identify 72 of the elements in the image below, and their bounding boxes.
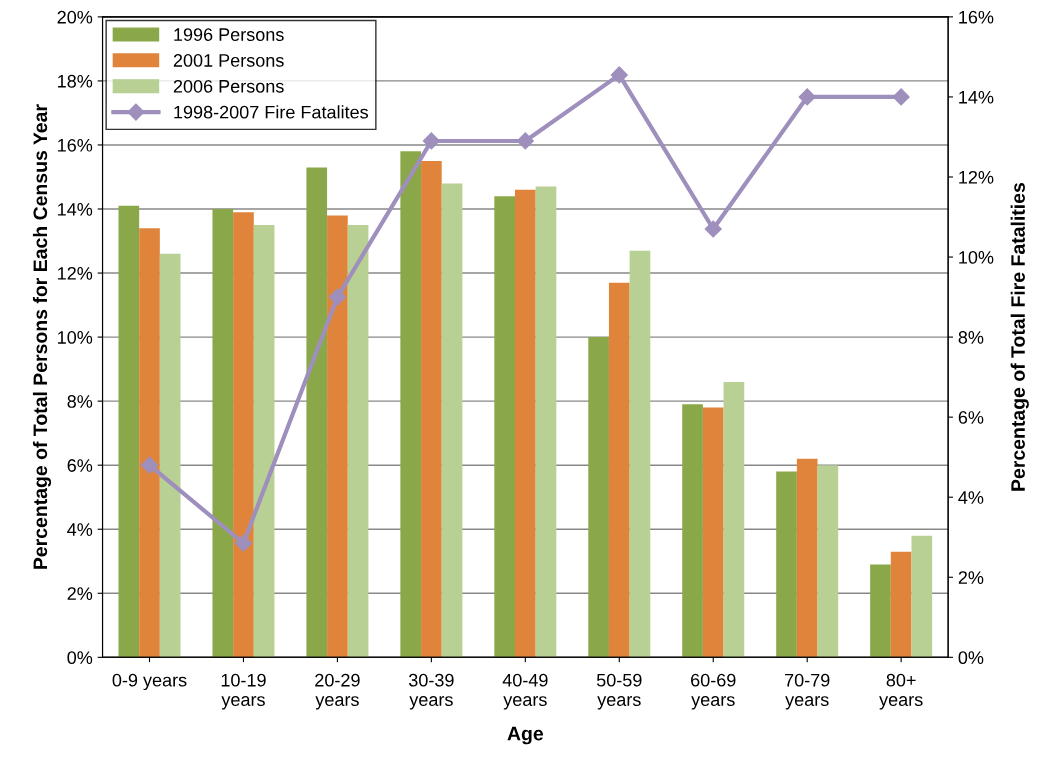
point (610, 66, 628, 84)
bar (796, 458, 818, 658)
y-tick-label: 12% (58, 266, 93, 280)
legend-label: 1998-2007 Fire Fatalites (174, 105, 368, 119)
bar (327, 215, 348, 658)
legend-label: 2001 Persons (173, 54, 284, 67)
bar (588, 337, 609, 658)
legend-label: 2006 Persons (173, 79, 284, 93)
bar (212, 209, 234, 658)
bar (347, 225, 369, 658)
y-tick-label: 20% (57, 10, 93, 24)
legend-label: 1996 Persons (174, 28, 284, 41)
x-tick-label: 0-9 years (112, 673, 187, 691)
bar (400, 151, 422, 658)
x-tick-label: 40-49 years (502, 673, 548, 710)
point (422, 132, 440, 150)
bar (118, 205, 140, 658)
x-tick-label: 30-39 years (408, 673, 454, 710)
y-tick-label: 10% (58, 331, 93, 344)
x-tick-label: 70-79 years (785, 673, 830, 710)
point (798, 88, 816, 106)
bar (494, 196, 515, 658)
y-tick-label: 0% (67, 651, 93, 665)
y-tick-label: 4% (67, 523, 93, 536)
x-tick-label: 80+ years (879, 673, 923, 710)
bar (776, 471, 797, 658)
y-tick-label: 18% (58, 74, 93, 88)
y2-tick-label: 14% (959, 90, 994, 104)
bar (441, 183, 463, 658)
bar (139, 228, 160, 658)
bar (608, 282, 630, 658)
bar (870, 564, 891, 658)
point (140, 456, 159, 474)
y-tick-label: 16% (58, 138, 93, 152)
y2-tick-label: 16% (959, 10, 994, 24)
x-tick-label: 60-69 years (691, 673, 736, 710)
bar (817, 465, 839, 658)
y2-tick-label: 12% (959, 170, 994, 184)
bar (233, 212, 254, 658)
x-axis-title: Age (507, 726, 544, 745)
bar (911, 535, 933, 658)
bar (253, 225, 275, 658)
y-tick-label: 2% (67, 587, 93, 600)
bar (702, 407, 724, 658)
bar (306, 167, 328, 658)
x-tick-label: 50-59 years (596, 673, 642, 710)
bar (514, 189, 536, 658)
y2-tick-label: 0% (958, 651, 984, 665)
bar (535, 186, 557, 658)
y-axis-title: Percentage of Total Persons for Each Census Year (32, 104, 52, 569)
bar (890, 551, 912, 658)
y-tick-label: 6% (67, 459, 93, 472)
point (234, 534, 253, 552)
bar (682, 404, 703, 658)
point (892, 88, 910, 106)
point (704, 220, 722, 238)
bar (723, 381, 745, 658)
y-tick-label: 8% (67, 395, 93, 408)
bar (159, 253, 181, 658)
y2-axis-title: Percentage of Total Fire Fatalities (1010, 183, 1029, 491)
bar (421, 160, 442, 658)
point (328, 288, 346, 306)
point (516, 132, 534, 150)
y2-tick-label: 4% (958, 491, 984, 504)
y2-tick-label: 8% (958, 331, 984, 344)
y2-tick-label: 6% (958, 411, 984, 424)
y2-tick-label: 2% (958, 571, 984, 584)
y2-tick-label: 10% (959, 250, 994, 264)
bar (629, 250, 651, 658)
y-tick-label: 14% (58, 203, 93, 216)
x-tick-label: 20-29 years (315, 673, 360, 710)
x-tick-label: 10-19 years (221, 673, 266, 710)
